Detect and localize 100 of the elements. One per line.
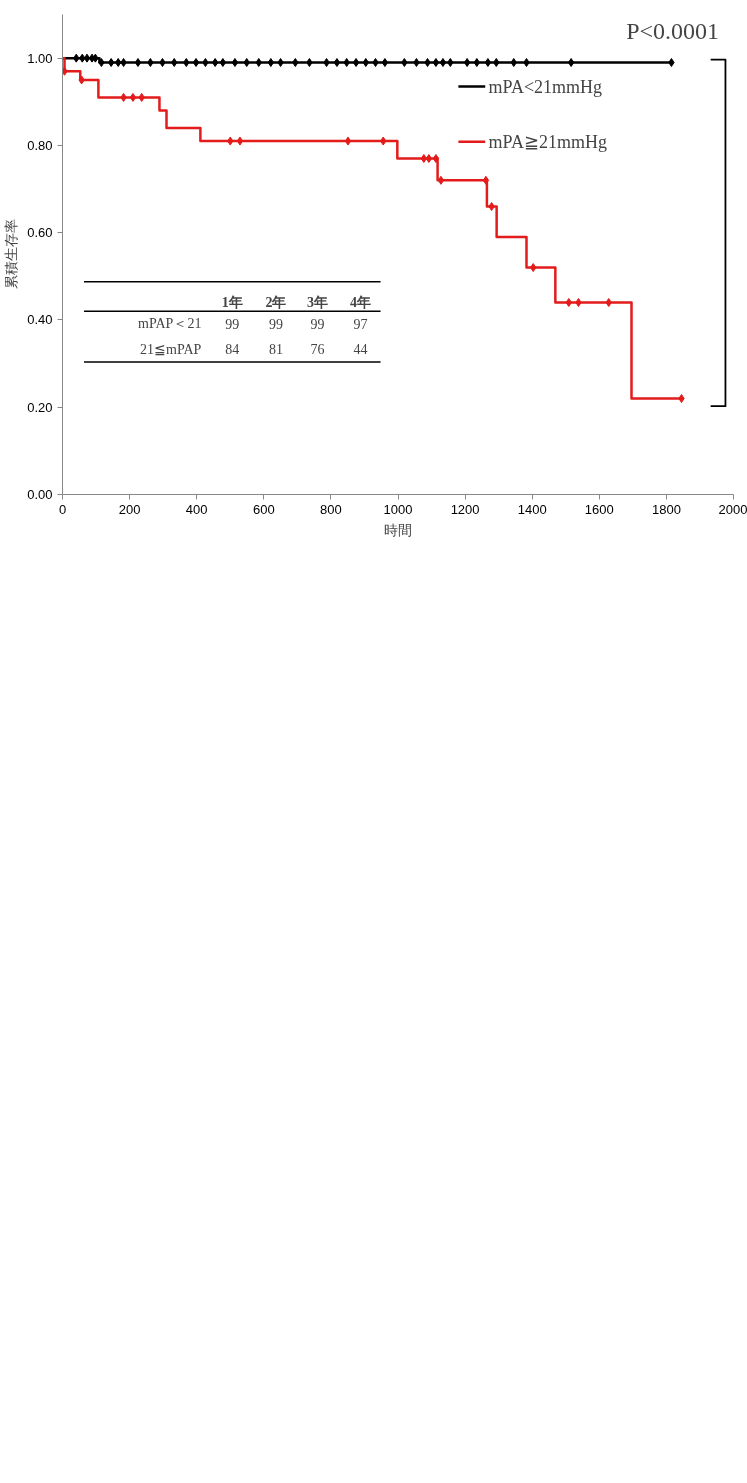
annotation: 21≦mPAP [140,341,202,357]
point [171,58,178,67]
x-tick-label: 1800 [651,501,681,517]
point [277,58,284,67]
point [183,58,190,67]
point [107,58,115,67]
point [425,154,433,163]
point [401,58,408,67]
point [424,58,431,67]
point [147,58,154,67]
point [79,53,86,63]
y-tick-label: 0.80 [27,137,53,153]
point [78,75,85,85]
point [236,136,244,146]
point [473,58,481,67]
point [420,154,427,163]
point [484,58,492,67]
point [219,58,227,67]
y-axis-title: 累積生存率 [3,219,20,290]
annotation: 81 [268,342,283,358]
point [120,58,127,67]
annotation: 44 [353,342,368,358]
y-tick-label: 0.40 [27,312,53,328]
x-tick-label: 1200 [450,501,480,517]
point [120,92,127,102]
point [381,58,389,67]
point [575,298,582,307]
annotation: 2年 [265,294,287,310]
point [523,58,530,67]
annotation: 1年 [221,294,243,310]
point [668,58,675,67]
x-axis-title: 時間 [384,521,412,538]
point [482,175,490,185]
point [267,58,275,67]
legend-label: mPA<21mmHg [488,76,603,97]
x-tick-label: 1400 [517,501,547,517]
annotation: 3年 [306,294,328,310]
point [323,58,330,67]
point [344,136,352,146]
point [227,136,234,146]
x-tick-label: 200 [118,501,141,517]
point [605,298,612,307]
point [231,58,239,67]
point [159,58,166,67]
point [372,58,379,67]
point [530,263,537,273]
point [92,53,99,63]
annotation: 76 [310,342,325,358]
point [432,58,440,67]
point [134,58,142,67]
y-tick-label: 1.00 [27,50,53,66]
point [255,58,262,67]
x-tick-label: 1600 [584,501,614,517]
point [432,154,440,163]
point [493,58,500,67]
point [243,58,250,67]
point [83,53,91,63]
annotation: 99 [225,316,240,332]
point [138,92,145,102]
point [463,58,471,67]
x-tick-label: 800 [320,501,342,517]
point [437,175,445,185]
point [202,58,209,67]
point [343,58,350,67]
annotation: mPAP＜21 [138,316,202,332]
point [352,58,360,67]
annotation: 84 [225,342,240,358]
point [380,136,387,146]
point [129,92,137,102]
point [333,58,341,67]
point [567,58,575,67]
annotation: 99 [268,316,283,332]
y-tick-label: 0.60 [27,225,53,241]
x-tick-label: 600 [252,501,275,517]
point [413,58,420,67]
annotation: 4年 [349,294,371,310]
point [510,58,517,67]
x-tick-label: 0 [58,501,67,517]
point [73,53,80,63]
point [488,202,495,211]
point [292,58,299,67]
point [362,58,369,67]
point [115,58,122,67]
point [678,394,685,403]
point [98,58,105,67]
point [447,58,454,67]
legend-label: mPA≧21mmHg [488,131,607,152]
y-tick-label: 0.20 [27,399,53,415]
annotation: 97 [353,316,368,332]
x-tick-label: 400 [185,501,208,517]
x-tick-label: 2000 [718,501,747,517]
point [211,58,219,67]
point [439,58,447,67]
y-tick-label: 0.00 [27,487,53,502]
annotation: P<0.0001 [626,18,720,45]
annotation: 99 [310,316,325,332]
point [565,298,572,307]
point [192,58,200,67]
x-tick-label: 1000 [383,501,413,517]
point [306,58,313,67]
